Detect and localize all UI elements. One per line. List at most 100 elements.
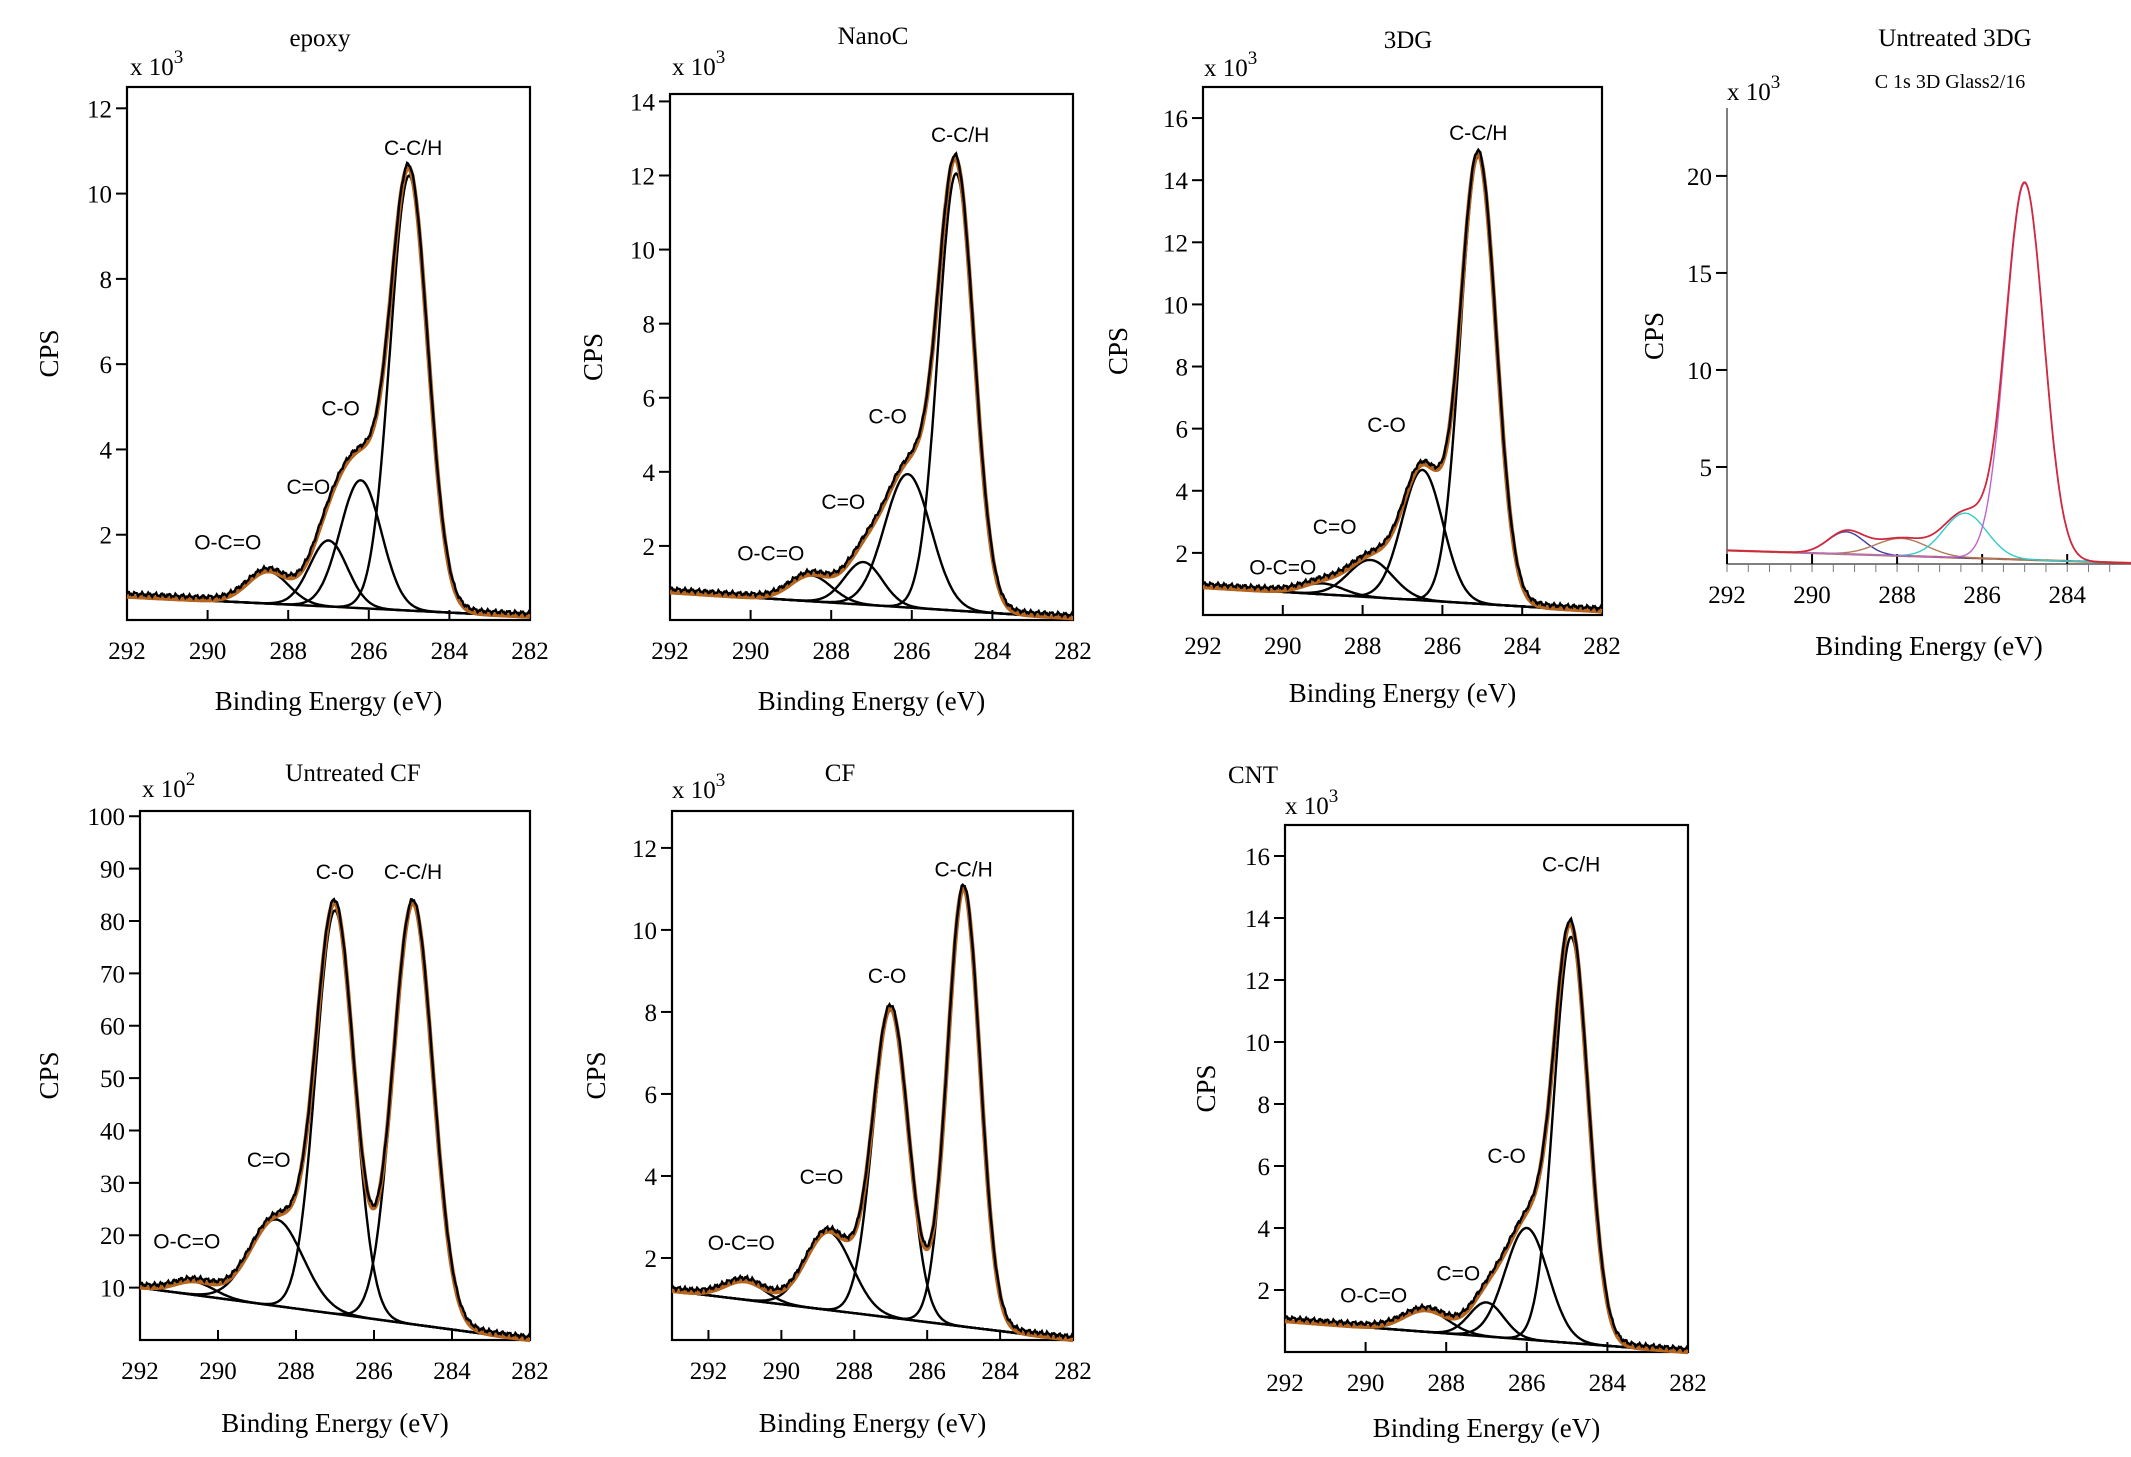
peak-label: C-O <box>1367 414 1406 437</box>
peak-label: C-O <box>1487 1145 1526 1168</box>
y-tick-label: 15 <box>1687 261 1712 288</box>
x-tick-label: 282 <box>1583 633 1621 660</box>
x-axis-label: Binding Energy (eV) <box>215 686 442 716</box>
peak-label: C-O <box>868 965 907 988</box>
y-tick-label: 10 <box>1245 1030 1270 1057</box>
y-axis-label: CPS <box>1191 1064 1221 1112</box>
x-tick-label: 290 <box>732 638 770 665</box>
peak-label: C=O <box>821 491 865 514</box>
x-tick-label: 284 <box>1589 1370 1627 1397</box>
x-tick-label: 288 <box>1427 1370 1465 1397</box>
multiplier-exponent: 2 <box>186 769 196 790</box>
chart-epoxy: epoxy x 103 292 290 288 286 284 282 2 4 6 8 10 12 Bind… <box>34 25 549 716</box>
x-tick-label: 290 <box>1793 582 1831 609</box>
y-tick-label: 2 <box>100 523 113 550</box>
component-peak <box>1202 155 1603 613</box>
y-tick-label: 90 <box>100 857 125 884</box>
x-tick-label: 284 <box>2048 582 2086 609</box>
peak-label: O-C=O <box>153 1230 220 1253</box>
y-tick-label: 6 <box>1176 417 1189 444</box>
x-axis-label: Binding Energy (eV) <box>1815 631 2042 661</box>
x-tick-label: 290 <box>1264 633 1302 660</box>
peak-label: C=O <box>800 1166 844 1189</box>
multiplier-base: x 10 <box>1204 55 1248 82</box>
x-tick-label: 284 <box>431 638 469 665</box>
y-tick-label: 2 <box>643 534 656 561</box>
envelope-fit <box>126 164 531 619</box>
x-tick-label: 288 <box>269 638 307 665</box>
peak-labels: O-C=O C=O C-O C-C/H <box>1340 854 1600 1308</box>
y-axis-label: CPS <box>581 1051 611 1099</box>
y-tick-label: 16 <box>1163 106 1188 133</box>
plot-frame <box>125 85 532 622</box>
plot-frame <box>1283 823 1690 1354</box>
raw-spectrum <box>125 161 532 618</box>
x-tick-label: 292 <box>108 638 146 665</box>
spectrum-curves <box>1727 181 2131 565</box>
y-tick-label: 2 <box>1176 541 1189 568</box>
x-axis-label: Binding Energy (eV) <box>1289 678 1516 708</box>
peak-labels: O-C=O C=O C-O C-C/H <box>194 137 442 554</box>
x-tick-label: 286 <box>355 1358 393 1385</box>
y-tick-label: 10 <box>87 182 112 209</box>
spectrum-curves <box>1201 147 1604 614</box>
y-tick-label: 4 <box>1176 479 1189 506</box>
y-tick-label: 8 <box>645 1000 658 1027</box>
multiplier-base: x 10 <box>672 777 716 804</box>
y-axis: 5 10 15 20 <box>1687 164 1727 482</box>
component-peak <box>671 1008 1074 1342</box>
x-tick-label: 286 <box>1508 1370 1546 1397</box>
y-axis-label: CPS <box>1639 312 1669 360</box>
y-tick-label: 100 <box>88 804 126 831</box>
x-tick-label: 290 <box>1347 1370 1385 1397</box>
chart-title: CNT <box>1228 762 1278 789</box>
y-tick-label: 50 <box>100 1066 125 1093</box>
axis-multiplier: x 103 <box>1204 48 1257 82</box>
y-tick-label: 30 <box>100 1171 125 1198</box>
y-tick-label: 12 <box>632 836 657 863</box>
raw-spectrum <box>1201 147 1604 613</box>
peak-label: C-O <box>321 397 360 420</box>
chart-nanoc: NanoC x 103 292 290 288 286 284 282 2 4 6 8 10 12 14 Bi… <box>578 23 1092 716</box>
x-tick-label: 286 <box>350 638 388 665</box>
plot-frame <box>138 809 532 1342</box>
y-tick-label: 80 <box>100 909 125 936</box>
y-axis: 2 4 6 8 10 12 14 <box>630 89 670 561</box>
plot-frame <box>668 92 1075 622</box>
x-tick-label: 288 <box>1344 633 1382 660</box>
x-axis-label: Binding Energy (eV) <box>758 686 985 716</box>
x-axis-label: Binding Energy (eV) <box>221 1408 448 1438</box>
y-tick-label: 8 <box>1258 1092 1271 1119</box>
envelope-fit <box>1727 181 2131 564</box>
x-axis: 292 290 288 286 284 282 <box>1184 605 1621 660</box>
x-tick-label: 284 <box>1503 633 1541 660</box>
x-tick-label: 286 <box>893 638 931 665</box>
y-tick-label: 10 <box>1687 358 1712 385</box>
peak-label: O-C=O <box>1340 1284 1407 1307</box>
x-tick-label: 286 <box>1424 633 1462 660</box>
multiplier-exponent: 3 <box>1329 786 1339 807</box>
x-tick-label: 284 <box>981 1358 1019 1385</box>
raw-spectrum <box>138 897 532 1341</box>
y-axis-label: CPS <box>1103 327 1133 375</box>
peak-label: C-C/H <box>934 859 992 882</box>
y-axis-label: CPS <box>34 329 64 377</box>
y-tick-label: 8 <box>1176 355 1189 382</box>
x-tick-label: 292 <box>1708 582 1746 609</box>
component-peak <box>139 909 531 1342</box>
x-tick-label: 288 <box>812 638 850 665</box>
x-tick-label: 292 <box>121 1358 159 1385</box>
peak-label: C-C/H <box>1449 122 1507 145</box>
raw-spectrum <box>671 882 1075 1340</box>
x-axis: 292 290 288 286 284 282 <box>1266 1342 1707 1397</box>
peak-label: C-O <box>868 406 907 429</box>
envelope-fit <box>669 155 1073 621</box>
x-tick-label: 282 <box>1054 638 1092 665</box>
x-tick-label: 288 <box>836 1358 874 1385</box>
y-tick-label: 12 <box>87 96 112 123</box>
spectrum-curves <box>1283 916 1690 1355</box>
y-tick-label: 8 <box>100 267 113 294</box>
